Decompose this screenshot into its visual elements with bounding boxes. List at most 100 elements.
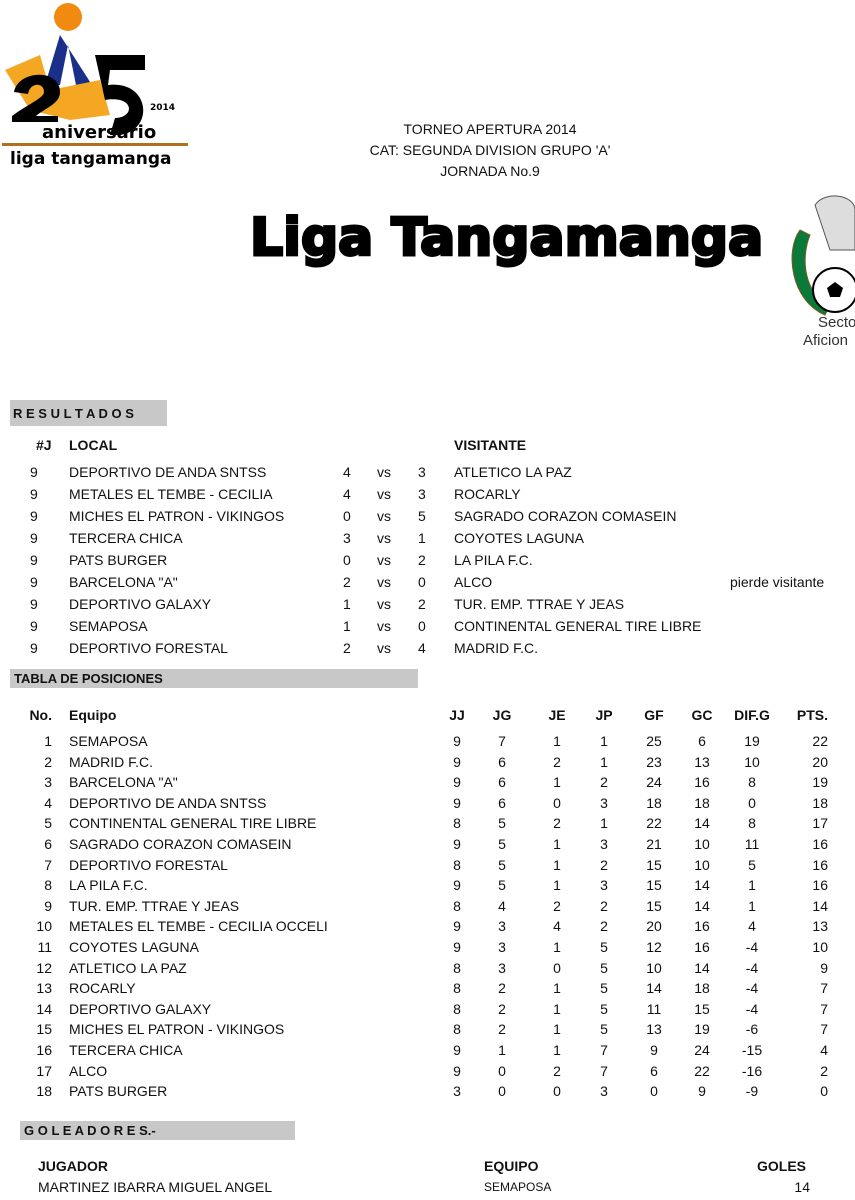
goleadores-header-row: JUGADOR EQUIPO GOLES <box>0 1158 855 1178</box>
dif-g: -16 <box>741 1062 763 1079</box>
vs: vs <box>377 552 391 568</box>
je: 4 <box>553 918 561 935</box>
position: 13 <box>36 980 52 997</box>
standings-row: 10 METALES EL TEMBE - CECILIA OCCELI 9 3 4 2 2… <box>0 918 855 938</box>
dif-g: -4 <box>745 959 759 976</box>
jg: 0 <box>498 1083 506 1100</box>
jornada: 9 <box>30 618 38 634</box>
col-visitante: VISITANTE <box>454 437 527 453</box>
gf: 21 <box>646 836 662 852</box>
result-row: 9 TERCERA CHICA 3 vs 1 COYOTES LAGUNA <box>0 530 855 550</box>
visitor-team: LA PILA F.C. <box>454 552 533 568</box>
je: 1 <box>553 856 561 873</box>
team: SAGRADO CORAZON COMASEIN <box>69 836 292 852</box>
gf: 18 <box>646 794 662 811</box>
jp: 1 <box>600 815 608 832</box>
gc: 19 <box>694 1021 710 1038</box>
jg: 6 <box>498 753 506 770</box>
jg: 2 <box>498 1000 506 1017</box>
jg: 3 <box>498 918 506 935</box>
jg: 4 <box>498 897 506 914</box>
col-goles: GOLES <box>757 1158 807 1174</box>
col-jg: JG <box>492 707 512 723</box>
jornada: 9 <box>30 508 38 524</box>
gc: 18 <box>694 980 710 997</box>
position: 8 <box>44 877 52 894</box>
jp: 5 <box>600 980 608 997</box>
visitor-team: COYOTES LAGUNA <box>454 530 584 546</box>
dif-g: -6 <box>745 1021 759 1038</box>
visitor-score: 1 <box>418 530 426 546</box>
liga-tangamanga-25-aniversario-logo: 2014 aniversario liga tangamanga <box>2 3 188 169</box>
visitor-score: 2 <box>418 596 426 612</box>
gc: 16 <box>694 774 710 791</box>
federacion-mexicana-logo <box>791 195 855 316</box>
jg: 5 <box>498 856 506 873</box>
dif-g: 1 <box>748 877 756 894</box>
visitor-score: 5 <box>418 508 426 524</box>
standings-row: 14 DEPORTIVO GALAXY 8 2 1 5 11 15 -4 7 <box>0 1001 855 1021</box>
local-score: 2 <box>343 640 351 656</box>
je: 2 <box>553 753 561 770</box>
gc: 24 <box>694 1042 710 1058</box>
team: ROCARLY <box>69 980 136 997</box>
result-row: 9 METALES EL TEMBE - CECILIA 4 vs 3 ROCARLY <box>0 486 855 506</box>
standings-row: 1 SEMAPOSA 9 7 1 1 25 6 19 22 <box>0 733 855 753</box>
gf: 24 <box>646 774 662 791</box>
col-jj: JJ <box>449 707 465 723</box>
position: 18 <box>36 1083 52 1100</box>
visitor-team: TUR. EMP. TTRAE Y JEAS <box>454 596 625 612</box>
standings-row: 2 MADRID F.C. 9 6 2 1 23 13 10 20 <box>0 754 855 774</box>
pts: 18 <box>812 794 828 811</box>
vs: vs <box>377 464 391 480</box>
tabla-section-header: TABLA DE POSICIONES <box>10 669 418 688</box>
je: 1 <box>553 836 561 852</box>
jp: 5 <box>600 959 608 976</box>
jornada: JORNADA No.9 <box>440 163 540 179</box>
je: 1 <box>553 980 561 997</box>
tabla-header-row: No. Equipo JJ JG JE JP GF GC DIF.G PTS. <box>0 707 855 727</box>
visitor-team: ATLETICO LA PAZ <box>454 464 572 480</box>
local-score: 0 <box>343 508 351 524</box>
gf: 22 <box>646 815 662 832</box>
team: SEMAPOSA <box>69 733 148 749</box>
jp: 3 <box>600 794 608 811</box>
gc: 6 <box>698 733 706 749</box>
position: 16 <box>36 1042 52 1058</box>
je: 2 <box>553 897 561 914</box>
local-team: MICHES EL PATRON - VIKINGOS <box>69 508 285 524</box>
vs: vs <box>377 640 391 656</box>
dif-g: -4 <box>745 939 759 955</box>
gc: 10 <box>694 836 710 852</box>
col-gf: GF <box>644 707 664 723</box>
standings-row: 7 DEPORTIVO FORESTAL 8 5 1 2 15 10 5 16 <box>0 857 855 877</box>
je: 2 <box>553 815 561 832</box>
dif-g: 8 <box>748 815 756 832</box>
visitor-score: 0 <box>418 574 426 590</box>
dif-g: -9 <box>745 1083 759 1100</box>
local-score: 1 <box>343 618 351 634</box>
pts: 2 <box>820 1062 828 1079</box>
team: METALES EL TEMBE - CECILIA OCCELI <box>69 918 328 935</box>
jp: 1 <box>600 753 608 770</box>
team: TERCERA CHICA <box>69 1042 183 1058</box>
dif-g: 19 <box>744 733 760 749</box>
result-row: 9 PATS BURGER 0 vs 2 LA PILA F.C. <box>0 552 855 572</box>
visitor-team: CONTINENTAL GENERAL TIRE LIBRE <box>454 618 702 634</box>
jj: 9 <box>453 794 461 811</box>
vs: vs <box>377 596 391 612</box>
jj: 8 <box>453 1021 461 1038</box>
gc: 9 <box>698 1083 706 1100</box>
je: 1 <box>553 1042 561 1058</box>
svg-text:liga tangamanga: liga tangamanga <box>10 149 171 169</box>
team: ALCO <box>69 1062 108 1079</box>
standings-row: 9 TUR. EMP. TTRAE Y JEAS 8 4 2 2 15 14 1 14 <box>0 898 855 918</box>
jornada: 9 <box>30 464 38 480</box>
local-score: 3 <box>343 530 351 546</box>
dif-g: 0 <box>748 794 756 811</box>
jornada: 9 <box>30 486 38 502</box>
category: CAT: SEGUNDA DIVISION GRUPO 'A' <box>369 142 611 158</box>
col-je: JE <box>548 707 566 723</box>
svg-text:2014: 2014 <box>150 103 175 113</box>
jp: 7 <box>600 1062 608 1079</box>
